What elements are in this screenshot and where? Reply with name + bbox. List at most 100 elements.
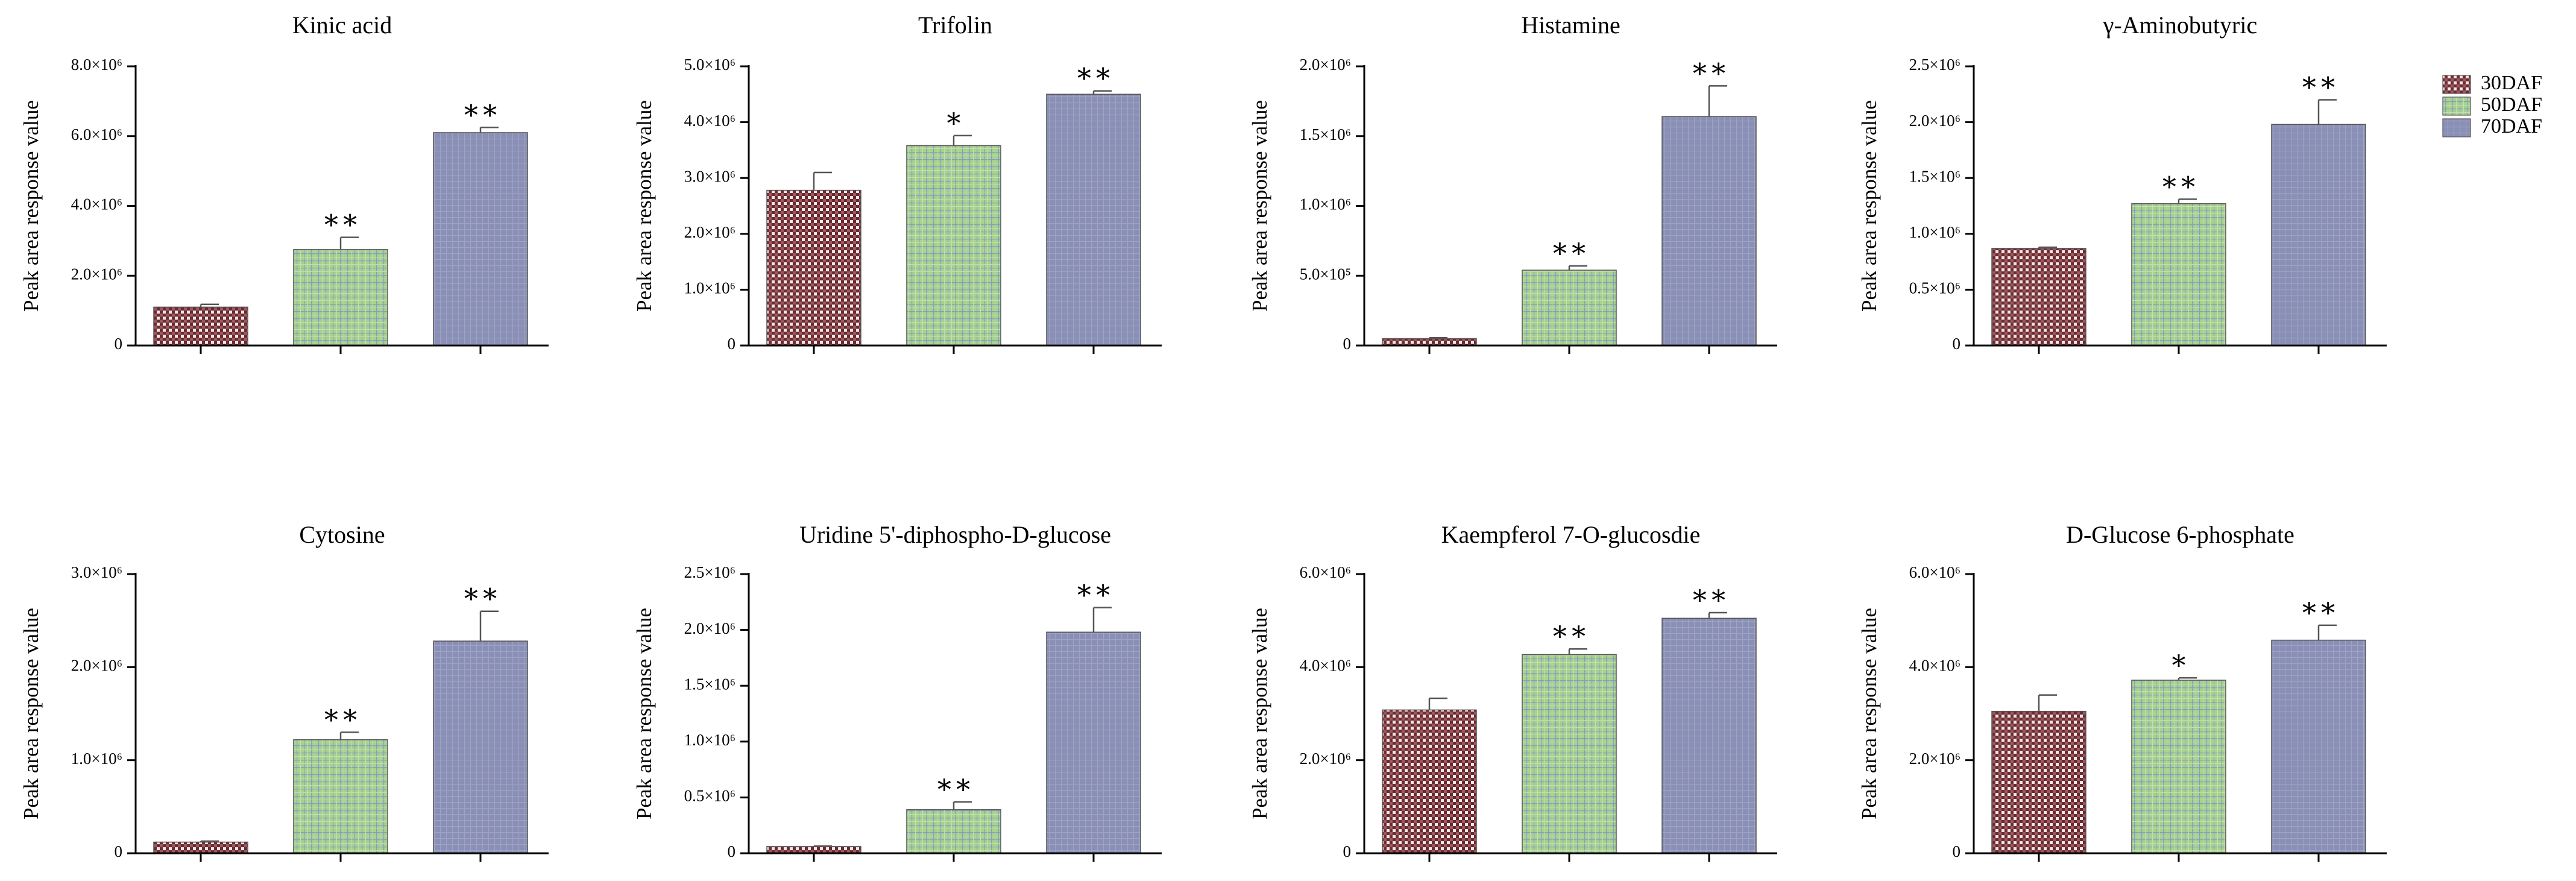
y-tick-label: 6.0×10⁶ (1300, 563, 1351, 581)
bar-30DAF (153, 306, 248, 346)
error-bar-70DAF (1092, 90, 1112, 95)
significance-marker: ∗∗ (1690, 579, 1728, 610)
bar-70DAF (1661, 617, 1757, 854)
chart-panel-8: D-Glucose 6-phosphate Peak area response … (1857, 521, 2387, 862)
error-bar-50DAF (1568, 265, 1587, 270)
y-tick-label: 6.0×10⁶ (1909, 563, 1960, 581)
significance-marker: ∗∗ (462, 94, 500, 125)
significance-marker: ∗ (944, 103, 963, 133)
y-tick-label: 5.0×10⁶ (684, 55, 735, 74)
error-bar-70DAF (2317, 99, 2337, 125)
bar-30DAF (153, 841, 248, 854)
chart-panel-3: Histamine Peak area response value ∗∗ ∗∗ 0 5.… (1248, 11, 1777, 354)
bar-70DAF (1661, 116, 1757, 346)
y-tick-label: 2.5×10⁶ (1909, 55, 1960, 74)
legend-item-30DAF: 30DAF (2442, 72, 2542, 94)
chart-title: D-Glucose 6-phosphate (2066, 521, 2294, 548)
y-tick-label: 3.0×10⁶ (684, 167, 735, 185)
y-tick-label: 2.0×10⁶ (71, 657, 122, 675)
bar-50DAF (906, 145, 1001, 346)
chart-panel-7: Kaempferol 7-O-glucosdie Peak area respon… (1248, 521, 1777, 862)
chart-title: Histamine (1521, 11, 1620, 39)
y-tick-label: 2.0×10⁶ (1909, 112, 1960, 130)
significance-marker: ∗ (2169, 645, 2188, 675)
y-tick-label: 2.0×10⁶ (1300, 55, 1351, 74)
significance-marker: ∗∗ (1551, 616, 1589, 646)
y-tick-label: 5.0×10⁵ (1300, 265, 1351, 283)
y-tick-label: 2.0×10⁶ (684, 223, 735, 241)
y-tick-label: 0 (728, 842, 736, 860)
bar-70DAF (433, 132, 528, 346)
y-tick-label: 1.5×10⁶ (684, 675, 735, 693)
error-bar-30DAF (2038, 694, 2057, 712)
chart-panel-5: Cytosine Peak area response value ∗∗ ∗∗ 0 1.0… (19, 521, 549, 862)
error-bar-70DAF (1708, 611, 1727, 619)
bar-50DAF (293, 739, 388, 854)
chart-title: Kinic acid (292, 11, 392, 39)
error-bar-50DAF (339, 236, 359, 250)
y-tick-label: 0 (1343, 842, 1352, 860)
error-bar-30DAF (2038, 246, 2057, 248)
significance-marker: ∗∗ (1551, 233, 1589, 264)
bar-70DAF (433, 640, 528, 854)
error-bar-50DAF (2178, 677, 2197, 680)
bar-50DAF (906, 809, 1001, 854)
y-tick-label: 2.0×10⁶ (1909, 750, 1960, 768)
y-axis-label: Peak area response value (1857, 100, 1881, 312)
error-bar-30DAF (200, 303, 219, 308)
y-tick-label: 1.0×10⁶ (71, 750, 122, 768)
bar-30DAF (1991, 248, 2086, 346)
error-bar-70DAF (479, 127, 499, 133)
error-bar-30DAF (813, 845, 832, 847)
error-bar-50DAF (953, 134, 972, 146)
y-tick-label: 2.0×10⁶ (71, 265, 122, 283)
y-tick-label: 1.0×10⁶ (1300, 195, 1351, 213)
y-tick-label: 2.5×10⁶ (684, 563, 735, 581)
y-axis-label: Peak area response value (632, 608, 656, 819)
significance-marker: ∗∗ (2300, 67, 2338, 98)
y-axis-label: Peak area response value (1248, 608, 1271, 819)
chart-title: Trifolin (918, 11, 992, 39)
chart-title: Cytosine (299, 521, 385, 548)
y-tick-label: 4.0×10⁶ (1909, 657, 1960, 675)
chart-title: γ-Aminobutyric (2103, 11, 2257, 39)
y-tick-label: 2.0×10⁶ (684, 619, 735, 637)
bar-30DAF (1382, 709, 1477, 854)
y-tick-label: 4.0×10⁶ (684, 112, 735, 130)
legend-swatch (2442, 96, 2471, 116)
y-axis-label: Peak area response value (19, 608, 43, 819)
error-bar-70DAF (479, 610, 499, 642)
y-tick-label: 0.5×10⁶ (684, 787, 735, 805)
y-axis-label: Peak area response value (632, 100, 656, 312)
chart-title: Kaempferol 7-O-glucosdie (1441, 521, 1701, 548)
y-tick-label: 1.0×10⁶ (684, 731, 735, 749)
bar-30DAF (1991, 710, 2086, 854)
error-bar-70DAF (2317, 624, 2337, 640)
error-bar-50DAF (953, 801, 972, 810)
significance-marker: ∗∗ (1075, 575, 1113, 605)
legend-label: 70DAF (2481, 115, 2542, 137)
bar-50DAF (1522, 270, 1617, 346)
bar-70DAF (1046, 93, 1141, 346)
y-axis-label: Peak area response value (1248, 100, 1271, 312)
chart-panel-1: Kinic acid Peak area response value ∗∗ ∗∗ 0 2… (19, 11, 549, 354)
error-bar-50DAF (339, 731, 359, 740)
y-tick-label: 1.0×10⁶ (684, 279, 735, 297)
chart-panel-6: Uridine 5'-diphospho-D-glucose Peak area … (632, 521, 1162, 862)
significance-marker: ∗∗ (322, 204, 360, 235)
significance-marker: ∗∗ (2160, 166, 2198, 197)
bar-70DAF (2271, 639, 2366, 854)
chart-title: Uridine 5'-diphospho-D-glucose (799, 521, 1111, 548)
bar-50DAF (2131, 203, 2226, 346)
error-bar-30DAF (1428, 697, 1447, 710)
y-tick-label: 0.5×10⁶ (1909, 279, 1960, 297)
legend-label: 50DAF (2481, 93, 2542, 116)
y-tick-label: 1.5×10⁶ (1300, 125, 1351, 144)
y-tick-label: 6.0×10⁶ (71, 125, 122, 144)
significance-marker: ∗∗ (462, 578, 500, 609)
legend-label: 30DAF (2481, 72, 2542, 94)
bar-70DAF (2271, 124, 2366, 346)
